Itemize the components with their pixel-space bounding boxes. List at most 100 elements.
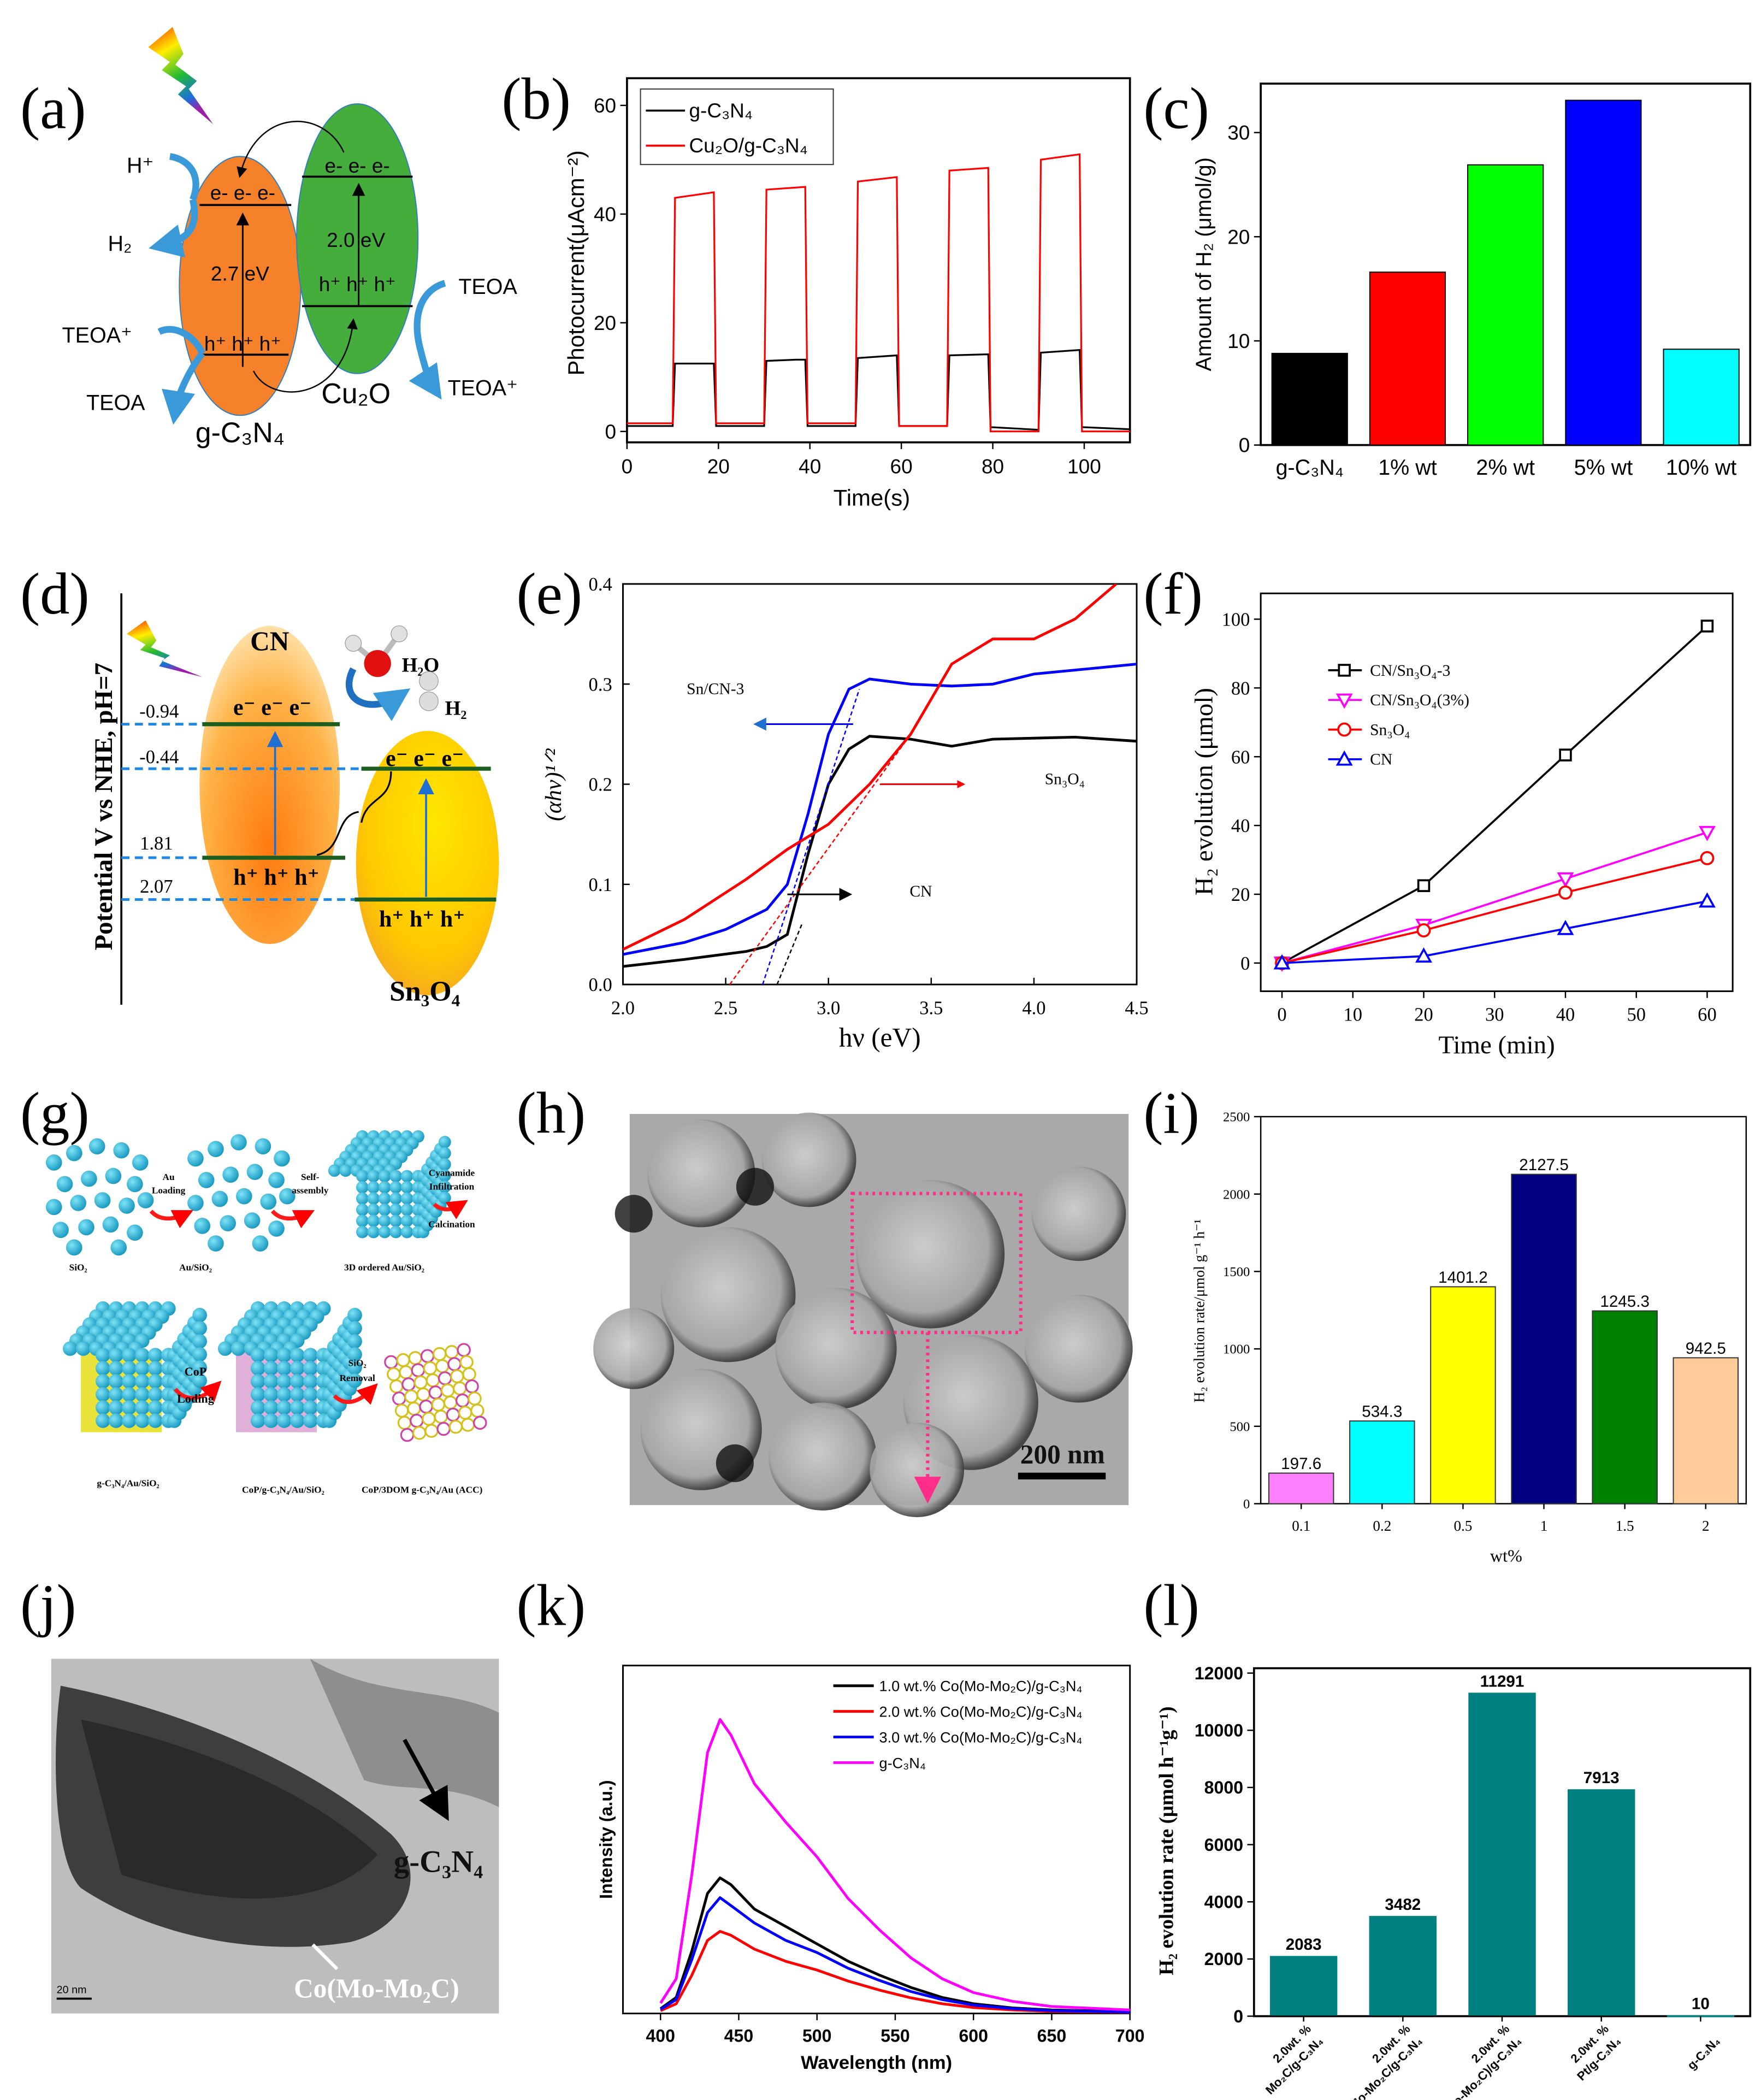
step-label: Loading — [152, 1185, 186, 1196]
legend-label: g-C₃N₄ — [689, 99, 753, 122]
panel-label-e: (e) — [516, 561, 582, 627]
templated-sphere — [148, 1361, 163, 1376]
silica-sphere — [132, 1154, 149, 1171]
templated-sphere — [276, 1348, 292, 1362]
reaction-arrow-icon — [346, 667, 411, 722]
au-silica-sphere — [260, 1193, 277, 1210]
templated-sphere — [250, 1361, 265, 1376]
data-point — [1417, 879, 1431, 892]
templated-sphere — [276, 1361, 292, 1376]
y-axis-title: Intensity (a.u.) — [596, 1780, 616, 1898]
step-label: Au — [163, 1172, 175, 1182]
templated-sphere — [148, 1374, 163, 1389]
bar — [1468, 1692, 1536, 2016]
inverse-opal-pore — [433, 1347, 447, 1361]
legend-label: CN/Sn₃O₄-3 — [1370, 662, 1450, 680]
ordered-sphere — [378, 1214, 391, 1228]
legend-box — [640, 88, 834, 166]
h2-label: H₂ — [108, 232, 132, 256]
templated-sphere — [263, 1374, 279, 1389]
templated-sphere — [109, 1387, 123, 1402]
inverse-opal-pore — [408, 1351, 423, 1365]
au-silica-sphere — [198, 1172, 215, 1188]
ordered-sphere — [438, 1147, 451, 1160]
x-category-label: g-C₃N₄ — [1685, 2034, 1723, 2072]
inverse-opal-pore — [423, 1361, 438, 1376]
au-silica-sphere — [268, 1172, 285, 1188]
y-tick-label: 1000 — [1223, 1342, 1250, 1357]
legend-marker — [1338, 664, 1351, 677]
templated-sphere — [303, 1374, 318, 1389]
silica-sphere — [127, 1176, 143, 1193]
au-silica-sphere — [211, 1190, 228, 1207]
ordered-sphere — [367, 1170, 380, 1183]
stage-label: 3D ordered Au/SiO₂ — [344, 1262, 424, 1272]
x-tick-label: 4.0 — [1022, 998, 1045, 1018]
templated-sphere — [250, 1374, 265, 1389]
panel-i-h2-rate-bar-chart: 0 500 1000 1500 2000 2500 197.6 0.1 534.3 0.2 1401… — [1191, 1110, 1747, 1566]
y-tick-label: 0.0 — [589, 975, 612, 995]
templated-sphere — [263, 1361, 279, 1376]
cb-electrons-left: e- e- e- — [210, 181, 275, 204]
bar-value-label: 10 — [1692, 1995, 1710, 2013]
inverse-opal-pore — [413, 1375, 428, 1390]
inverse-opal-pore — [440, 1383, 455, 1397]
sn3o4-label: Sn₃O₄ — [389, 976, 460, 1007]
inverse-opal-pore — [468, 1391, 482, 1406]
ordered-sphere — [400, 1214, 413, 1228]
panel-g-synthesis-scheme: Au Loading Self- assembly Cyanamide Infi… — [45, 1130, 487, 1495]
inverse-opal-pore — [438, 1371, 452, 1385]
ordered-sphere — [378, 1181, 391, 1194]
bar-value-label: 197.6 — [1281, 1455, 1321, 1473]
hydrogen-molecule-icon — [419, 671, 439, 711]
x-tick-label: 550 — [880, 2026, 910, 2045]
bar-value-label: 11291 — [1480, 1672, 1524, 1690]
y-tick-label: 0 — [1240, 953, 1250, 974]
templated-sphere — [263, 1348, 279, 1362]
silica-sphere — [45, 1154, 62, 1171]
y-tick-label: 20 — [594, 311, 616, 334]
stage-label: SiO₂ — [69, 1262, 87, 1272]
panel-label-b: (b) — [501, 66, 571, 132]
tangent-line-0 — [776, 924, 802, 985]
plot-frame — [1260, 1116, 1747, 1505]
dense-cluster — [716, 1444, 754, 1482]
panel-d-band-diagram: Potential V vs NHE, pH=7 -0.94 -0.44 1.8… — [90, 593, 499, 1007]
ordered-sphere — [438, 1136, 451, 1148]
y-tick-label: 2000 — [1223, 1187, 1250, 1202]
templated-sphere — [148, 1348, 163, 1362]
y-tick-label: 8000 — [1204, 1778, 1243, 1797]
inverse-opal-pore — [470, 1403, 484, 1418]
templated-sphere — [192, 1320, 207, 1336]
inverse-opal-pore — [424, 1424, 439, 1438]
ordered-sphere — [378, 1192, 391, 1205]
process-arrow-icon — [270, 1210, 315, 1229]
inverse-opal-pore — [465, 1379, 479, 1394]
potential-axis-label: Potential V vs NHE, pH=7 — [90, 663, 118, 951]
au-silica-sphere — [244, 1212, 261, 1229]
cn-electrons: e⁻ e⁻ e⁻ — [233, 695, 311, 720]
y-tick-label: 2500 — [1223, 1110, 1250, 1125]
series-line-0 — [627, 349, 1130, 431]
x-tick-label: 10 — [1344, 1005, 1363, 1025]
hollow-sphere — [660, 1227, 796, 1362]
ordered-sphere — [367, 1214, 380, 1228]
data-point — [1557, 872, 1574, 888]
x-category-label: 0.1 — [1292, 1518, 1310, 1534]
sn-holes: h⁺ h⁺ h⁺ — [379, 907, 465, 932]
bar — [1565, 99, 1642, 446]
templated-sphere — [135, 1413, 150, 1428]
band-edges — [202, 722, 497, 902]
templated-sphere — [250, 1413, 265, 1428]
data-point — [1700, 851, 1715, 865]
templated-sphere — [263, 1413, 279, 1428]
nanorod-core — [81, 1719, 378, 1899]
inverse-opal-pore — [407, 1401, 421, 1416]
tangent-line-2 — [729, 734, 912, 985]
ordered-sphere — [367, 1181, 380, 1194]
step-label: SiO₂ — [348, 1358, 367, 1368]
silica-sphere — [56, 1176, 73, 1193]
hollow-sphere — [775, 1288, 897, 1409]
legend-label: CN — [1370, 751, 1392, 769]
